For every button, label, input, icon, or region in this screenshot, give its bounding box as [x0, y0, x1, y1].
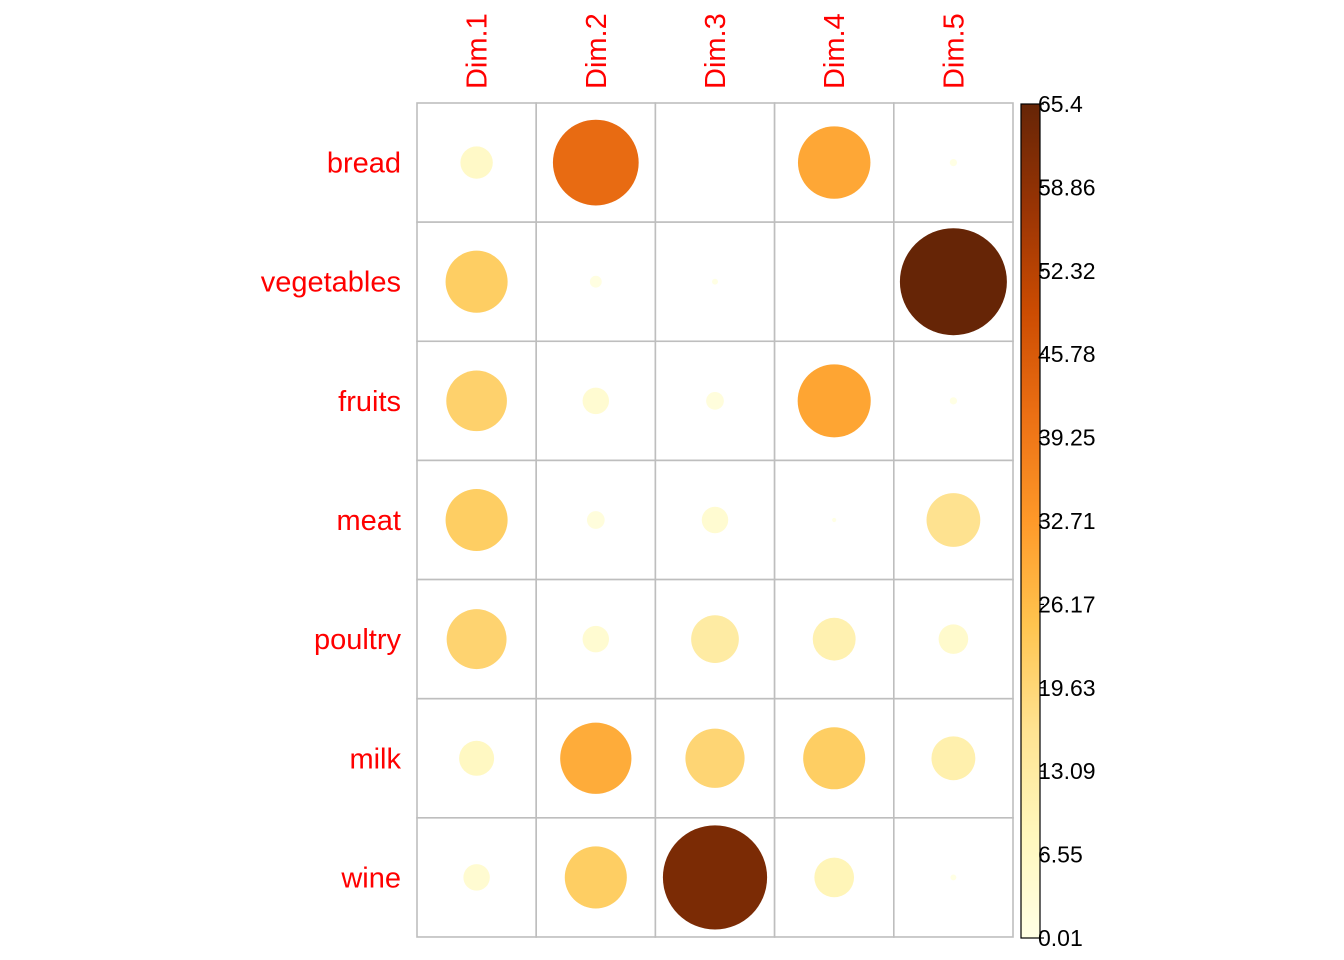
- colorbar-tick-label: 39.25: [1038, 425, 1096, 451]
- colorbar-tick-label: 6.55: [1038, 842, 1083, 868]
- circles: [445, 119, 1007, 930]
- circle-wine-dim4: [814, 857, 855, 898]
- colorbar-tick-label: 13.09: [1038, 758, 1096, 784]
- grid-cell: [654, 221, 776, 343]
- row-label-poultry: poultry: [314, 624, 402, 656]
- colorbar-tick-label: 45.78: [1038, 341, 1096, 367]
- colorbar-tick-label: 0.01: [1038, 925, 1083, 951]
- circle-wine-dim5: [950, 874, 957, 881]
- circle-meat-dim4: [832, 517, 837, 523]
- grid-cell: [773, 221, 895, 343]
- row-label-bread: bread: [327, 148, 401, 180]
- column-label-dim1: Dim.1: [462, 13, 494, 89]
- colorbar-tick-label: 52.32: [1038, 258, 1096, 284]
- circle-meat-dim5: [926, 493, 981, 547]
- circle-poultry-dim4: [812, 617, 856, 661]
- row-label-milk: milk: [349, 743, 401, 775]
- circle-milk-dim3: [685, 728, 745, 788]
- colorbar-legend: 0.01 6.55 13.09 19.63 26.17 32.71 39.25 45.78 52…: [1020, 91, 1096, 951]
- circle-wine-dim1: [463, 864, 490, 891]
- column-label-dim4: Dim.4: [819, 13, 851, 89]
- circle-wine-dim2: [564, 846, 627, 909]
- grid-cell: [535, 578, 657, 700]
- colorbar-tick-label: 26.17: [1038, 591, 1096, 617]
- column-label-dim5: Dim.5: [938, 13, 970, 89]
- circle-wine-dim3: [662, 825, 768, 930]
- grid: [416, 102, 1014, 938]
- row-label-vegetables: vegetables: [261, 267, 401, 299]
- colorbar-tick-label: 58.86: [1038, 174, 1096, 200]
- grid-cell: [654, 102, 776, 223]
- grid-cell: [773, 340, 895, 462]
- circle-milk-dim4: [803, 727, 866, 790]
- row-labels: bread vegetables fruits meat poultry milk wine: [261, 148, 402, 895]
- column-labels: Dim.1 Dim.2 Dim.3 Dim.4 Dim.5: [462, 13, 971, 89]
- circle-vegetables-dim2: [589, 275, 602, 288]
- circle-vegetables-dim5: [899, 228, 1007, 336]
- circle-fruits-dim5: [949, 397, 958, 405]
- circle-fruits-dim3: [706, 391, 724, 410]
- circle-poultry-dim2: [582, 625, 610, 653]
- colorbar-tick-label: 65.4: [1038, 91, 1083, 117]
- circle-bread-dim5: [949, 158, 958, 167]
- row-label-meat: meat: [337, 505, 401, 537]
- circle-milk-dim5: [931, 736, 976, 781]
- row-label-fruits: fruits: [338, 386, 401, 418]
- circle-meat-dim2: [586, 511, 605, 529]
- circle-vegetables-dim3: [712, 278, 718, 285]
- circle-fruits-dim1: [446, 370, 507, 432]
- circle-meat-dim3: [701, 506, 729, 534]
- column-label-dim3: Dim.3: [700, 13, 732, 89]
- circle-bread-dim1: [460, 146, 493, 179]
- circle-fruits-dim2: [582, 387, 610, 415]
- circle-milk-dim2: [560, 722, 632, 794]
- circle-bread-dim2: [552, 119, 639, 206]
- circle-vegetables-dim1: [445, 250, 508, 313]
- circle-milk-dim1: [459, 740, 495, 776]
- circle-poultry-dim3: [691, 615, 739, 663]
- circle-meat-dim1: [445, 488, 508, 552]
- circle-poultry-dim1: [446, 609, 507, 670]
- circle-poultry-dim5: [938, 624, 969, 654]
- colorbar-tick-label: 32.71: [1038, 508, 1096, 534]
- circle-bread-dim4: [797, 126, 871, 199]
- circle-fruits-dim4: [797, 364, 871, 438]
- colorbar-tick-label: 19.63: [1038, 675, 1096, 701]
- column-label-dim2: Dim.2: [581, 13, 613, 89]
- grid-cell: [892, 340, 1014, 462]
- row-label-wine: wine: [340, 862, 401, 894]
